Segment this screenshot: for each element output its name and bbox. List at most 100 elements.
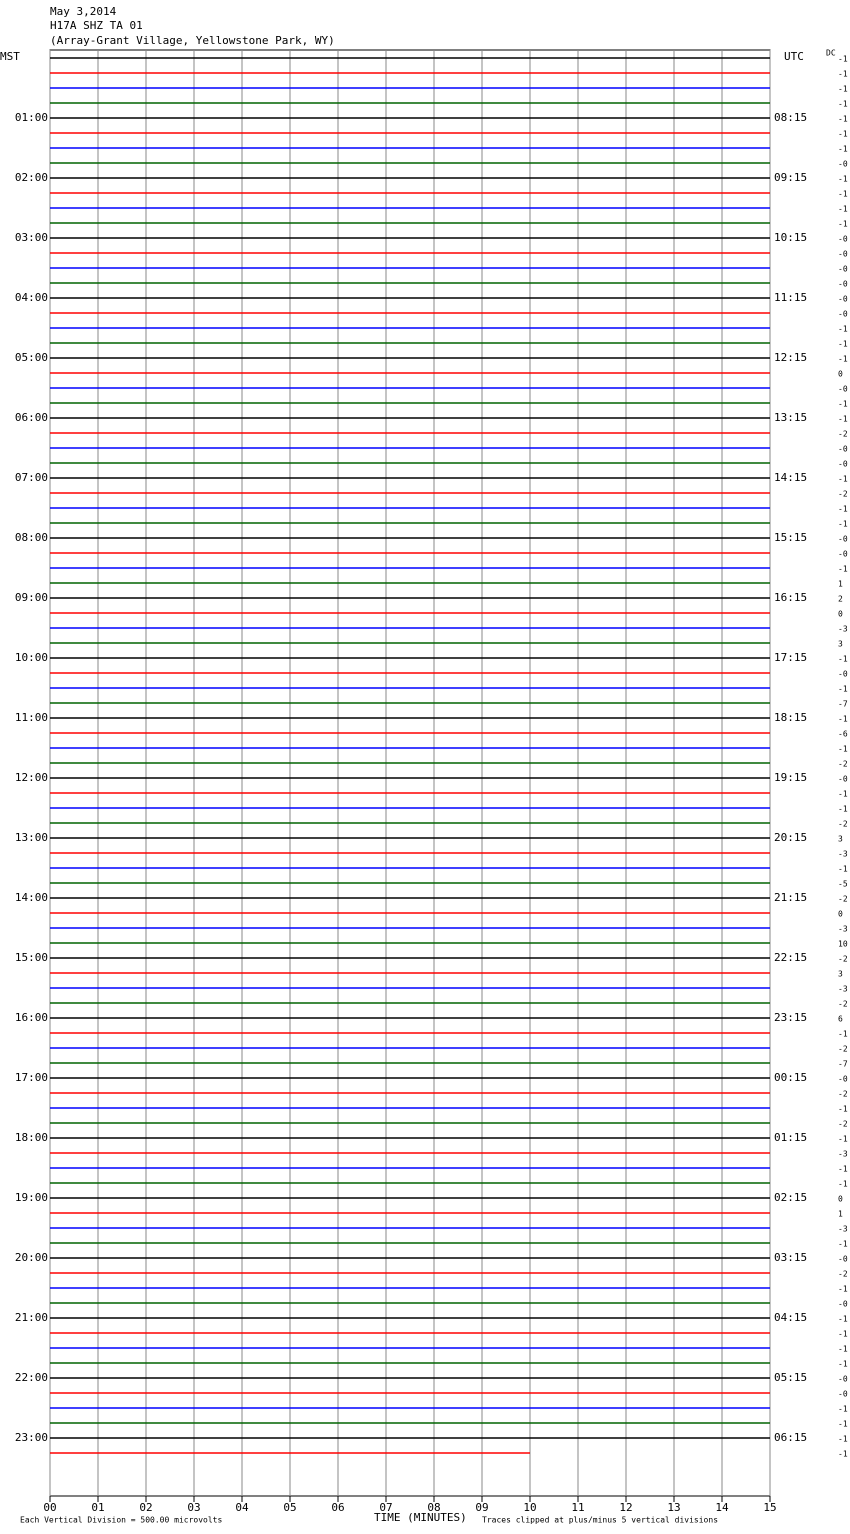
dc-offset: -0 <box>838 535 848 544</box>
utc-hour: 20:15 <box>774 831 807 844</box>
utc-hour: 08:15 <box>774 111 807 124</box>
dc-offset: -0 <box>838 295 848 304</box>
dc-offset: -1 <box>838 685 848 694</box>
dc-offset: -1 <box>838 745 848 754</box>
utc-hour: 05:15 <box>774 1371 807 1384</box>
dc-offset: -1 <box>838 1240 848 1249</box>
dc-offset: 0 <box>838 910 843 919</box>
mst-hour: 23:00 <box>15 1431 48 1444</box>
dc-offset: -0 <box>838 1390 848 1399</box>
dc-offset: -0 <box>838 385 848 394</box>
mst-hour: 06:00 <box>15 411 48 424</box>
utc-hour: 13:15 <box>774 411 807 424</box>
utc-hour: 19:15 <box>774 771 807 784</box>
dc-offset: -1 <box>838 55 848 64</box>
utc-hour: 00:15 <box>774 1071 807 1084</box>
mst-hour: 11:00 <box>15 711 48 724</box>
dc-offset: -0 <box>838 445 848 454</box>
dc-offset: -5 <box>838 880 848 889</box>
dc-offset: -1 <box>838 790 848 799</box>
dc-offset: -1 <box>838 1315 848 1324</box>
utc-hour: 17:15 <box>774 651 807 664</box>
dc-offset: -1 <box>838 1165 848 1174</box>
dc-offset: -1 <box>838 715 848 724</box>
x-tick-label: 03 <box>187 1501 200 1514</box>
clip-note: Traces clipped at plus/minus 5 vertical … <box>482 1516 718 1525</box>
dc-offset: -0 <box>838 550 848 559</box>
dc-offset: -0 <box>838 265 848 274</box>
utc-hour: 23:15 <box>774 1011 807 1024</box>
dc-offset: -1 <box>838 520 848 529</box>
dc-offset: -1 <box>838 100 848 109</box>
utc-hour: 18:15 <box>774 711 807 724</box>
mst-hour: 15:00 <box>15 951 48 964</box>
utc-hour: 10:15 <box>774 231 807 244</box>
date: May 3,2014 <box>50 5 117 18</box>
dc-offset: 2 <box>838 595 843 604</box>
utc-hour: 03:15 <box>774 1251 807 1264</box>
dc-label: DC <box>826 49 836 58</box>
dc-offset: 1 <box>838 580 843 589</box>
dc-offset: 3 <box>838 970 843 979</box>
dc-offset: -6 <box>838 730 848 739</box>
dc-offset: -2 <box>838 955 848 964</box>
mst-hour: 03:00 <box>15 231 48 244</box>
utc-hour: 04:15 <box>774 1311 807 1324</box>
dc-offset: -1 <box>838 865 848 874</box>
dc-offset: -1 <box>838 1330 848 1339</box>
dc-offset: -3 <box>838 925 848 934</box>
x-tick-label: 14 <box>715 1501 729 1514</box>
dc-offset: 0 <box>838 610 843 619</box>
dc-offset: -2 <box>838 1045 848 1054</box>
dc-offset: -1 <box>838 190 848 199</box>
dc-offset: -0 <box>838 250 848 259</box>
mst-hour: 21:00 <box>15 1311 48 1324</box>
dc-offset: -2 <box>838 430 848 439</box>
dc-offset: 0 <box>838 370 843 379</box>
dc-offset: -1 <box>838 1360 848 1369</box>
dc-offset: -2 <box>838 1090 848 1099</box>
dc-offset: -3 <box>838 1150 848 1159</box>
dc-offset: -0 <box>838 1075 848 1084</box>
dc-offset: -1 <box>838 1405 848 1414</box>
dc-offset: -1 <box>838 1180 848 1189</box>
dc-offset: -1 <box>838 1345 848 1354</box>
dc-offset: -1 <box>838 340 848 349</box>
dc-offset: -0 <box>838 310 848 319</box>
x-axis-title: TIME (MINUTES) <box>374 1511 467 1524</box>
dc-offset: -0 <box>838 160 848 169</box>
dc-offset: -1 <box>838 325 848 334</box>
dc-offset: -1 <box>838 220 848 229</box>
dc-offset: -1 <box>838 355 848 364</box>
dc-offset: -2 <box>838 760 848 769</box>
dc-offset: -0 <box>838 670 848 679</box>
dc-offset: -1 <box>838 415 848 424</box>
x-tick-label: 04 <box>235 1501 249 1514</box>
mst-hour: 02:00 <box>15 171 48 184</box>
x-tick-label: 07 <box>379 1501 392 1514</box>
location: (Array-Grant Village, Yellowstone Park, … <box>50 34 335 47</box>
x-tick-label: 02 <box>139 1501 152 1514</box>
dc-offset: -7 <box>838 1060 848 1069</box>
utc-hour: 11:15 <box>774 291 807 304</box>
dc-offset: -2 <box>838 490 848 499</box>
x-tick-label: 09 <box>475 1501 488 1514</box>
mst-hour: 08:00 <box>15 531 48 544</box>
mst-hour: 05:00 <box>15 351 48 364</box>
dc-offset: -1 <box>838 655 848 664</box>
utc-hour: 16:15 <box>774 591 807 604</box>
station: H17A SHZ TA 01 <box>50 19 143 32</box>
dc-offset: -3 <box>838 1225 848 1234</box>
x-tick-label: 01 <box>91 1501 104 1514</box>
x-tick-label: 15 <box>763 1501 776 1514</box>
scale-note: Each Vertical Division = 500.00 microvol… <box>20 1516 222 1525</box>
utc-hour: 12:15 <box>774 351 807 364</box>
dc-offset: -2 <box>838 1000 848 1009</box>
dc-offset: -1 <box>838 475 848 484</box>
x-tick-label: 08 <box>427 1501 440 1514</box>
utc-hour: 21:15 <box>774 891 807 904</box>
dc-offset: -7 <box>838 700 848 709</box>
dc-offset: -1 <box>838 130 848 139</box>
x-tick-label: 05 <box>283 1501 296 1514</box>
